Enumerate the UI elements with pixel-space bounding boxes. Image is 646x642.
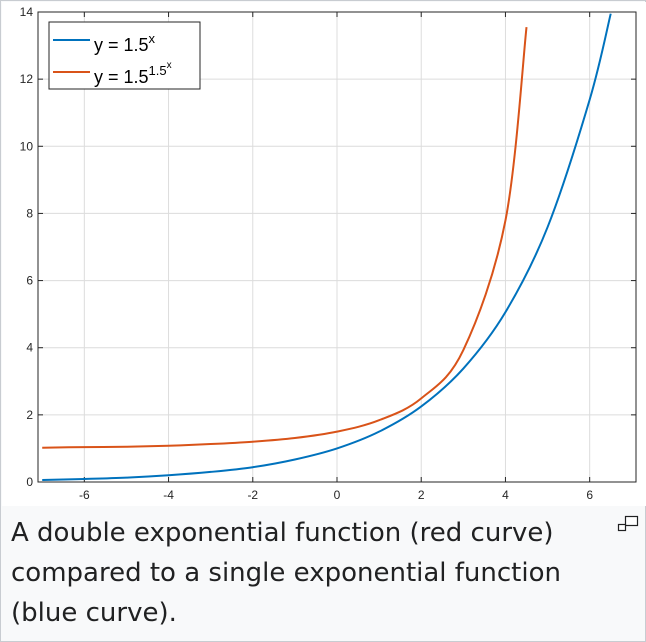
x-tick-label: 2 [418,488,425,502]
y-tick-label: 2 [26,408,33,422]
magnify-clip-icon[interactable] [617,515,639,533]
x-tick-label: 0 [334,488,341,502]
x-tick-label: 4 [502,488,509,502]
x-tick-label: -4 [163,488,174,502]
chart-figure[interactable]: -6 -4 -2 0 2 4 6 0 2 4 6 8 10 12 14 y = 1.5x y = 1.51.5x [2,2,646,506]
y-tick-label: 6 [26,274,33,288]
figure-caption: A double exponential function (red curve… [11,518,561,628]
y-tick-label: 8 [26,206,33,220]
legend-entry-1: y = 1.5x [94,31,156,55]
series-line-2 [42,27,528,449]
legend-box [48,21,201,90]
series-line-1 [42,13,612,481]
x-tick-label: -6 [79,488,90,502]
y-tick-label: 14 [20,5,34,19]
legend-entry-2: y = 1.51.5x [94,60,172,87]
y-tick-label: 4 [26,341,33,355]
x-tick-label: 6 [586,488,593,502]
x-tick-label: -2 [247,488,258,502]
y-tick-label: 0 [26,475,33,489]
line-chart: -6 -4 -2 0 2 4 6 0 2 4 6 8 10 12 14 y = 1.5x y = 1.51.5x [20,5,637,502]
y-tick-label: 12 [20,72,34,86]
y-tick-label: 10 [20,139,34,153]
